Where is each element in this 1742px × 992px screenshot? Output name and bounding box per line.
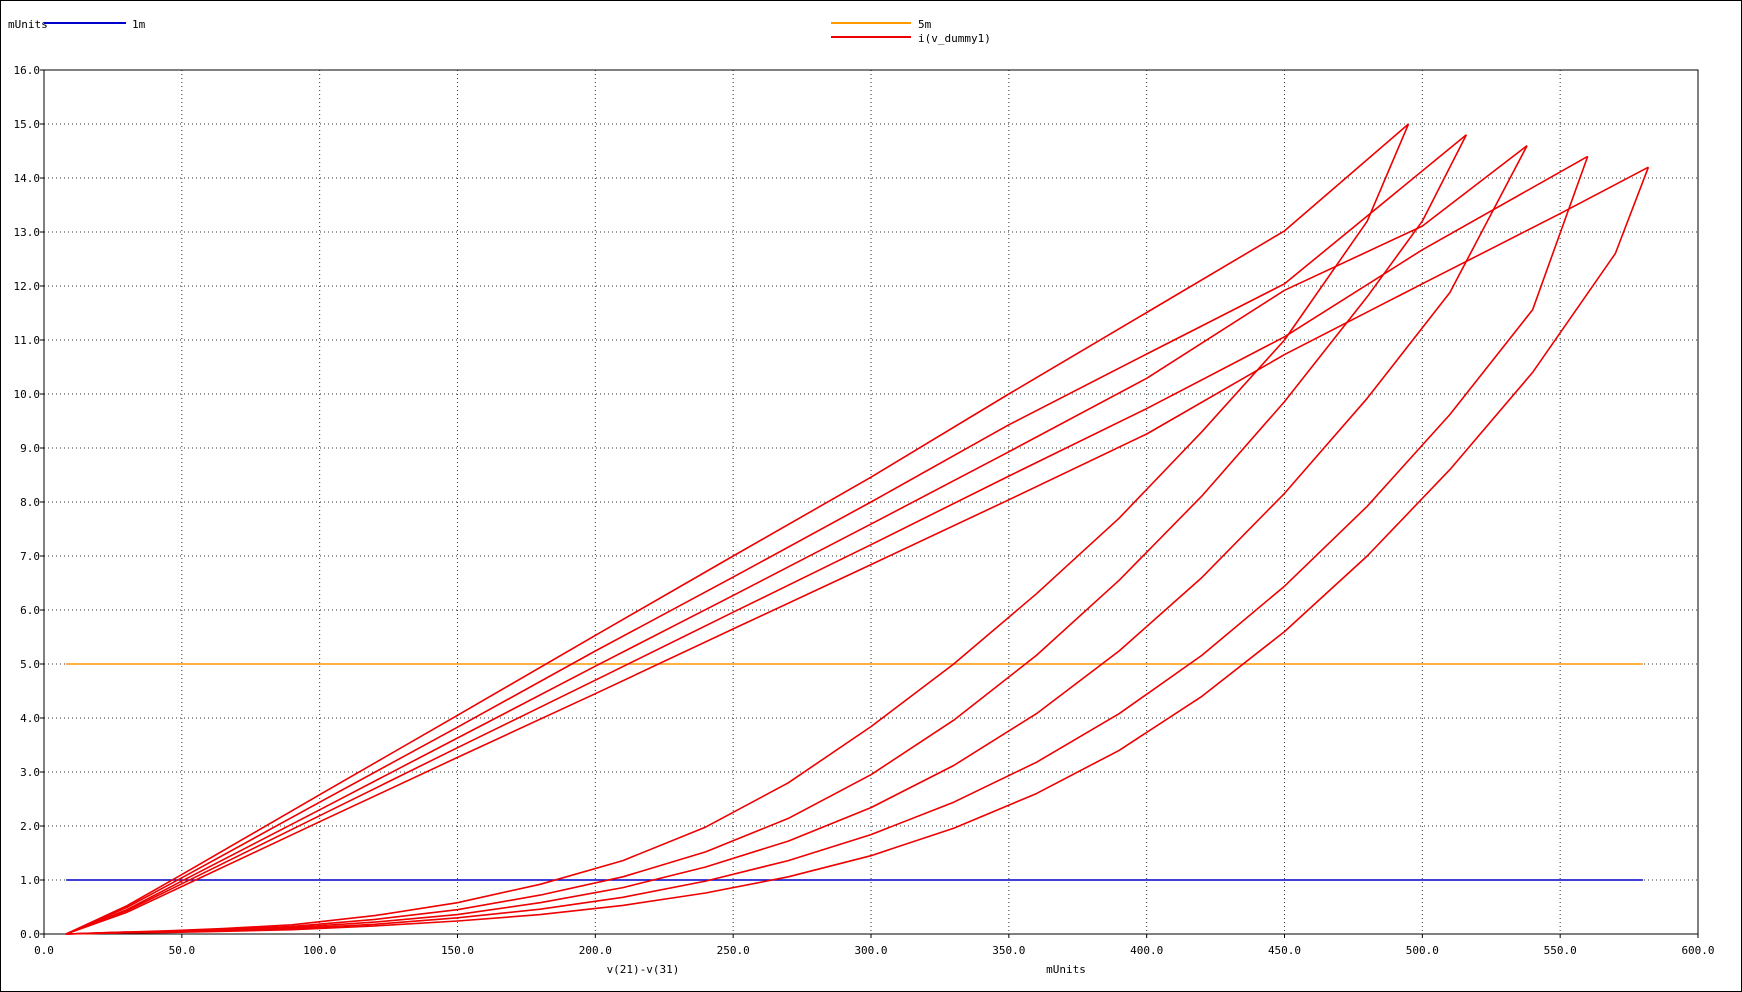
- y-tick-label: 15.0: [14, 118, 41, 131]
- loop-4-fall: [65, 155, 1589, 935]
- loop-5-fall: [65, 166, 1649, 935]
- y-tick-label: 3.0: [20, 766, 40, 779]
- x-tick-label: 100.0: [303, 944, 336, 957]
- loop-3-fall: [65, 144, 1528, 935]
- y-tick-label: 10.0: [14, 388, 41, 401]
- loop-1-fall: [65, 123, 1410, 935]
- x-tick-label: 500.0: [1406, 944, 1439, 957]
- y-tick-label: 5.0: [20, 658, 40, 671]
- x-tick-label: 400.0: [1130, 944, 1163, 957]
- loop-5-rise: [66, 166, 1650, 935]
- y-unit-label: mUnits: [8, 18, 48, 31]
- legend-label-1m: 1m: [132, 18, 146, 31]
- y-tick-label: 2.0: [20, 820, 40, 833]
- x-tick-label: 200.0: [579, 944, 612, 957]
- y-tick-label: 9.0: [20, 442, 40, 455]
- y-tick-label: 4.0: [20, 712, 40, 725]
- grid: [44, 70, 1698, 934]
- y-tick-label: 11.0: [14, 334, 41, 347]
- y-tick-label: 6.0: [20, 604, 40, 617]
- x-tick-label: 350.0: [992, 944, 1025, 957]
- x-tick-label: 550.0: [1544, 944, 1577, 957]
- x-unit-label: mUnits: [1046, 963, 1086, 976]
- axes: [40, 69, 1699, 938]
- x-tick-label: 50.0: [169, 944, 196, 957]
- y-tick-label: 13.0: [14, 226, 41, 239]
- plot-area-border: [43, 69, 1699, 935]
- x-tick-label: 300.0: [854, 944, 887, 957]
- x-tick-label: 600.0: [1681, 944, 1714, 957]
- legend-label-5m: 5m: [918, 18, 932, 31]
- loop-1-rise: [66, 123, 1410, 935]
- x-tick-label: 150.0: [441, 944, 474, 957]
- series-layer: [65, 123, 1650, 935]
- x-tick-label: 250.0: [717, 944, 750, 957]
- y-tick-label: 0.0: [20, 928, 40, 941]
- x-tick-label: 0.0: [34, 944, 54, 957]
- loop-2-fall: [65, 134, 1467, 935]
- y-tick-label: 14.0: [14, 172, 41, 185]
- y-tick-label: 1.0: [20, 874, 40, 887]
- legend-label-i-v-dummy1: i(v_dummy1): [918, 32, 991, 45]
- x-tick-label: 450.0: [1268, 944, 1301, 957]
- y-tick-label: 12.0: [14, 280, 41, 293]
- loop-4-rise: [66, 156, 1589, 935]
- tick-labels: 0.0 50.0 100.0 150.0 200.0 250.0 300.0 350.0 400…: [14, 64, 1715, 957]
- y-tick-label: 16.0: [14, 64, 41, 77]
- x-axis-title: v(21)-v(31): [607, 963, 680, 976]
- y-tick-label: 8.0: [20, 496, 40, 509]
- y-tick-label: 7.0: [20, 550, 40, 563]
- loop-2-rise: [66, 134, 1468, 935]
